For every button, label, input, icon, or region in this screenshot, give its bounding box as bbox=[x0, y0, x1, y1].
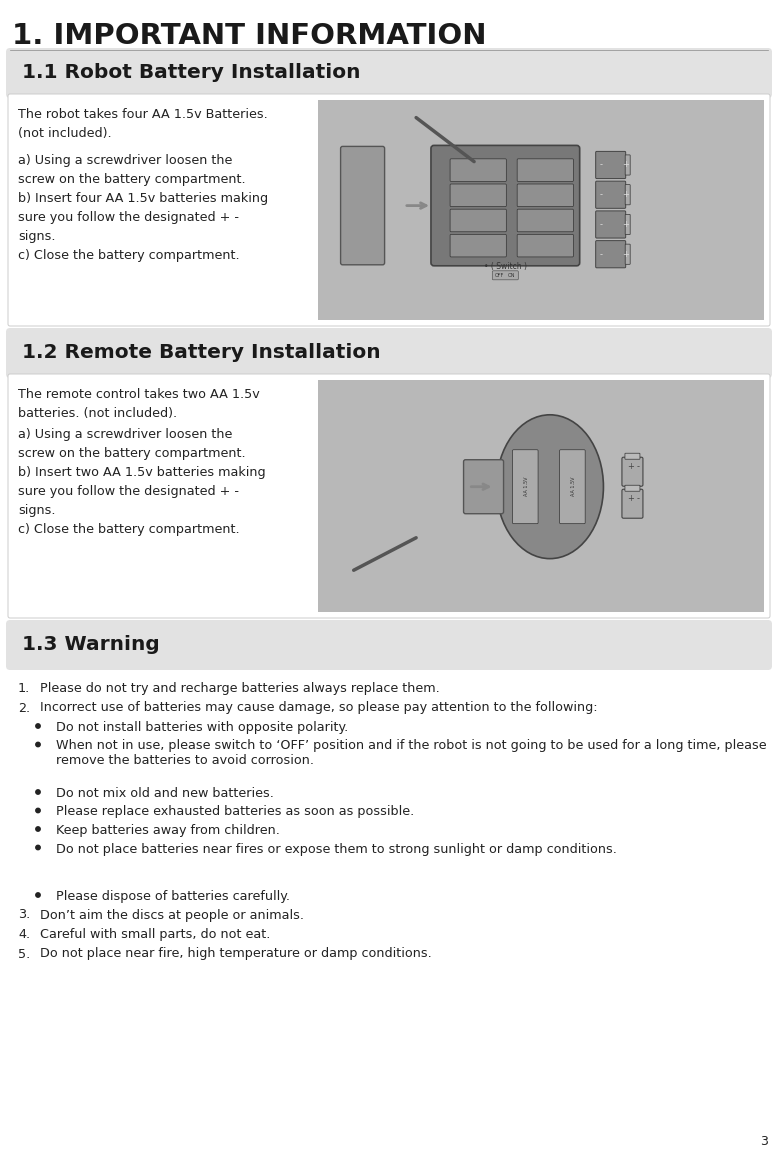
Text: -: - bbox=[636, 495, 640, 503]
Text: Please replace exhausted batteries as soon as possible.: Please replace exhausted batteries as so… bbox=[56, 806, 414, 818]
Text: Incorrect use of batteries may cause damage, so please pay attention to the foll: Incorrect use of batteries may cause dam… bbox=[40, 702, 598, 714]
Text: Don’t aim the discs at people or animals.: Don’t aim the discs at people or animals… bbox=[40, 909, 304, 921]
FancyBboxPatch shape bbox=[464, 460, 503, 513]
FancyBboxPatch shape bbox=[559, 450, 585, 524]
Text: 2.: 2. bbox=[18, 702, 30, 714]
Circle shape bbox=[36, 892, 40, 897]
Circle shape bbox=[36, 790, 40, 794]
FancyBboxPatch shape bbox=[625, 486, 640, 491]
FancyBboxPatch shape bbox=[513, 450, 538, 524]
FancyBboxPatch shape bbox=[318, 380, 764, 612]
Text: • ( Switch ): • ( Switch ) bbox=[484, 261, 527, 271]
Text: a) Using a screwdriver loosen the
screw on the battery compartment.
b) Insert fo: a) Using a screwdriver loosen the screw … bbox=[18, 154, 268, 262]
Circle shape bbox=[36, 808, 40, 813]
Text: 4.: 4. bbox=[18, 928, 30, 941]
FancyBboxPatch shape bbox=[450, 184, 506, 207]
Text: 1. IMPORTANT INFORMATION: 1. IMPORTANT INFORMATION bbox=[12, 22, 486, 50]
FancyBboxPatch shape bbox=[431, 146, 580, 266]
Text: -: - bbox=[600, 191, 603, 199]
Ellipse shape bbox=[496, 415, 604, 558]
FancyBboxPatch shape bbox=[6, 620, 772, 670]
Text: Please dispose of batteries carefully.: Please dispose of batteries carefully. bbox=[56, 890, 290, 903]
Text: 5.: 5. bbox=[18, 948, 30, 961]
Circle shape bbox=[36, 845, 40, 850]
Text: AA 1.5V: AA 1.5V bbox=[524, 477, 529, 496]
Text: Do not place batteries near fires or expose them to strong sunlight or damp cond: Do not place batteries near fires or exp… bbox=[56, 843, 617, 855]
Text: 1.2 Remote Battery Installation: 1.2 Remote Battery Installation bbox=[22, 343, 380, 363]
FancyBboxPatch shape bbox=[596, 181, 626, 208]
Text: Do not install batteries with opposite polarity.: Do not install batteries with opposite p… bbox=[56, 721, 349, 734]
Circle shape bbox=[36, 827, 40, 831]
FancyBboxPatch shape bbox=[517, 184, 573, 207]
Text: -: - bbox=[600, 250, 603, 259]
FancyBboxPatch shape bbox=[517, 209, 573, 231]
Text: +: + bbox=[627, 495, 634, 503]
Text: 3: 3 bbox=[760, 1135, 768, 1148]
Text: 1.: 1. bbox=[18, 682, 30, 695]
Text: Careful with small parts, do not eat.: Careful with small parts, do not eat. bbox=[40, 928, 271, 941]
Text: +: + bbox=[627, 462, 634, 472]
FancyBboxPatch shape bbox=[596, 240, 626, 268]
Text: +: + bbox=[622, 250, 629, 259]
FancyBboxPatch shape bbox=[517, 235, 573, 257]
Text: AA 1.5V: AA 1.5V bbox=[571, 477, 576, 496]
FancyBboxPatch shape bbox=[622, 458, 643, 487]
Text: a) Using a screwdriver loosen the
screw on the battery compartment.
b) Insert tw: a) Using a screwdriver loosen the screw … bbox=[18, 428, 265, 536]
FancyBboxPatch shape bbox=[6, 328, 772, 378]
Text: 1.3 Warning: 1.3 Warning bbox=[22, 636, 159, 654]
FancyBboxPatch shape bbox=[492, 271, 518, 280]
Text: The remote control takes two AA 1.5v
batteries. (not included).: The remote control takes two AA 1.5v bat… bbox=[18, 388, 260, 420]
Circle shape bbox=[36, 742, 40, 747]
FancyBboxPatch shape bbox=[517, 158, 573, 181]
Text: Keep batteries away from children.: Keep batteries away from children. bbox=[56, 824, 280, 837]
FancyBboxPatch shape bbox=[625, 453, 640, 459]
Circle shape bbox=[36, 724, 40, 728]
Text: +: + bbox=[622, 161, 629, 170]
Text: -: - bbox=[600, 220, 603, 229]
Text: +: + bbox=[622, 191, 629, 199]
FancyBboxPatch shape bbox=[450, 158, 506, 181]
Text: +: + bbox=[622, 220, 629, 229]
Text: -: - bbox=[600, 161, 603, 170]
Text: -: - bbox=[636, 462, 640, 472]
Text: Please do not try and recharge batteries always replace them.: Please do not try and recharge batteries… bbox=[40, 682, 440, 695]
FancyBboxPatch shape bbox=[622, 489, 643, 518]
FancyBboxPatch shape bbox=[8, 375, 770, 618]
FancyBboxPatch shape bbox=[450, 209, 506, 231]
FancyBboxPatch shape bbox=[626, 244, 630, 265]
FancyBboxPatch shape bbox=[626, 214, 630, 235]
FancyBboxPatch shape bbox=[341, 147, 384, 265]
FancyBboxPatch shape bbox=[626, 155, 630, 175]
Text: OFF: OFF bbox=[495, 273, 504, 277]
FancyBboxPatch shape bbox=[318, 101, 764, 320]
Text: When not in use, please switch to ‘OFF’ position and if the robot is not going t: When not in use, please switch to ‘OFF’ … bbox=[56, 740, 766, 768]
Text: The robot takes four AA 1.5v Batteries.
(not included).: The robot takes four AA 1.5v Batteries. … bbox=[18, 108, 268, 140]
Text: ON: ON bbox=[507, 273, 515, 277]
FancyBboxPatch shape bbox=[8, 94, 770, 326]
Text: Do not place near fire, high temperature or damp conditions.: Do not place near fire, high temperature… bbox=[40, 948, 432, 961]
FancyBboxPatch shape bbox=[596, 210, 626, 238]
Text: 1.1 Robot Battery Installation: 1.1 Robot Battery Installation bbox=[22, 64, 360, 82]
Text: 3.: 3. bbox=[18, 909, 30, 921]
FancyBboxPatch shape bbox=[450, 235, 506, 257]
FancyBboxPatch shape bbox=[626, 185, 630, 205]
FancyBboxPatch shape bbox=[596, 151, 626, 178]
FancyBboxPatch shape bbox=[6, 49, 772, 98]
Text: Do not mix old and new batteries.: Do not mix old and new batteries. bbox=[56, 787, 274, 800]
